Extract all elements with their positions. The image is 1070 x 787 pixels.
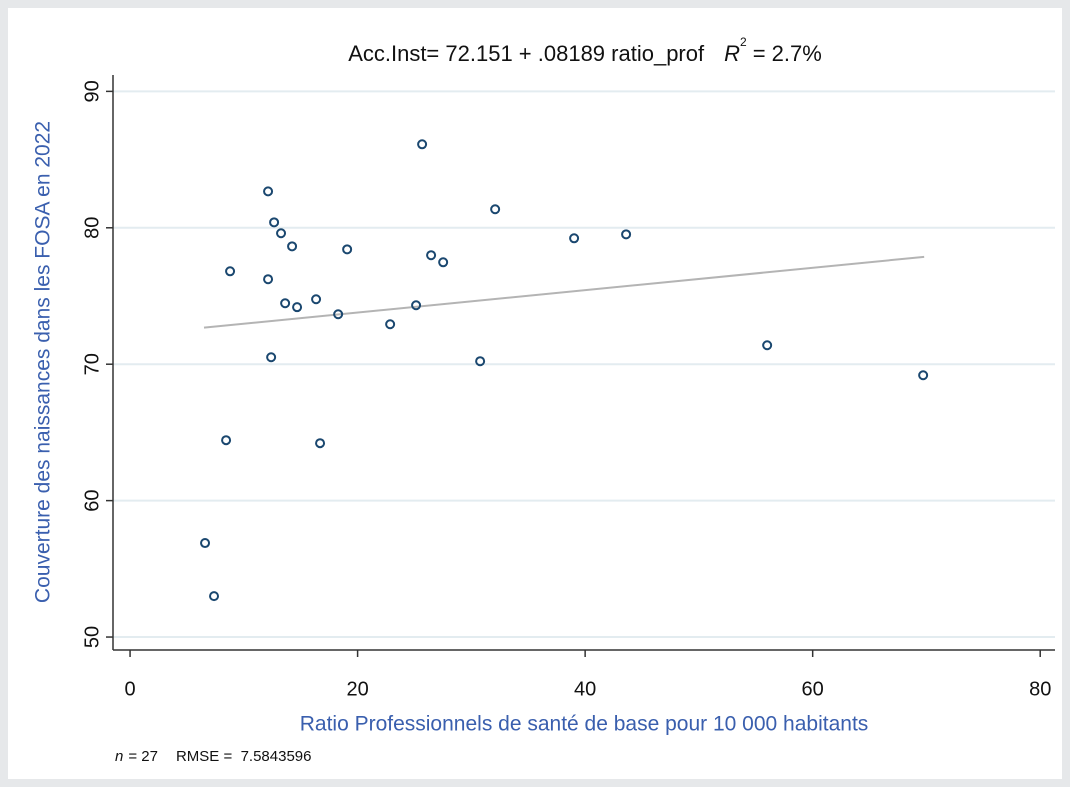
scatter-point	[225, 266, 236, 277]
y-tick-label: 50	[81, 626, 103, 648]
footnote: n = 27 RMSE = 7.5843596	[115, 748, 311, 765]
footnote-n-symbol: n	[115, 748, 123, 765]
scatter-point	[311, 294, 322, 305]
y-tick-label: 70	[81, 353, 103, 375]
scatter-point	[263, 274, 274, 285]
scatter-point	[209, 591, 220, 602]
scatter-point	[438, 257, 449, 268]
fit-line	[203, 255, 925, 329]
scatter-point	[263, 186, 274, 197]
scatter-point	[426, 250, 437, 261]
r2-symbol: R	[724, 41, 740, 66]
y-axis-label: Couverture des naissances dans les FOSA …	[32, 121, 55, 603]
scatter-point	[292, 302, 303, 313]
scatter-point	[417, 139, 428, 150]
scatter-point	[276, 228, 287, 239]
footnote-rmse: RMSE = 7.5843596	[176, 748, 312, 765]
y-tick-label: 90	[81, 80, 103, 102]
y-tick-label: 80	[81, 217, 103, 239]
x-tick-label: 20	[346, 678, 368, 700]
x-axis-label: Ratio Professionnels de santé de base po…	[300, 713, 869, 736]
x-tick-label: 80	[1029, 678, 1051, 700]
scatter-point	[918, 370, 929, 381]
y-tick-label: 60	[81, 489, 103, 511]
scatter-point	[490, 204, 501, 215]
scatter-point	[333, 309, 344, 320]
scatter-point	[200, 538, 211, 549]
r2-text: = 2.7%	[753, 41, 822, 66]
x-tick-label: 40	[574, 678, 596, 700]
scatter-point	[280, 298, 291, 309]
scatter-point	[475, 356, 486, 367]
scatter-point	[762, 340, 773, 351]
footnote-n: = 27	[128, 748, 158, 765]
scatter-point	[569, 233, 580, 244]
graph-region	[8, 8, 1062, 779]
title-equation: Acc.Inst= 72.151 + .08189 ratio_prof	[348, 41, 705, 66]
scatter-point	[385, 319, 396, 330]
scatter-point	[342, 244, 353, 255]
scatter-point	[315, 438, 326, 449]
scatter-point	[269, 217, 280, 228]
scatter-point	[621, 229, 632, 240]
chart-title: Acc.Inst= 72.151 + .08189 ratio_prof R2 = …	[348, 35, 822, 66]
scatter-point	[221, 435, 232, 446]
scatter-point	[266, 352, 277, 363]
scatter-point	[287, 241, 298, 252]
r2-exponent: 2	[740, 35, 747, 49]
scatter-point	[411, 300, 422, 311]
x-tick-label: 0	[125, 678, 136, 700]
x-tick-label: 60	[802, 678, 824, 700]
